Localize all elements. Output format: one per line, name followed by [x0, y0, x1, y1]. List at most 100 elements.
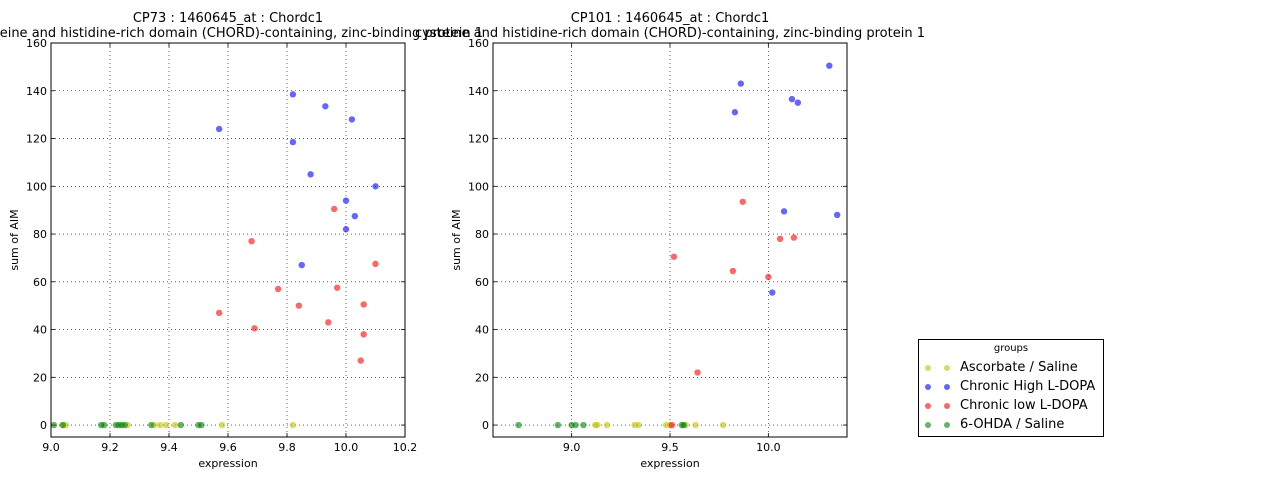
plot1-x-tick-label: 10.0 — [334, 441, 359, 454]
plot1-point-chronic-low-l-dopa — [295, 302, 302, 309]
plot2-point-ascorbate-saline — [719, 421, 727, 429]
plot2-point-chronic-high-l-dopa — [833, 211, 841, 219]
plot2-point-chronic-high-l-dopa — [780, 208, 788, 215]
plot2-point-6-ohda-saline — [572, 421, 579, 429]
plot1-point-chronic-low-l-dopa — [333, 284, 341, 291]
plot2-point-chronic-low-l-dopa — [729, 267, 737, 275]
plot2-point-chronic-high-l-dopa — [737, 80, 744, 87]
plot1-y-tick-label: 80 — [33, 228, 47, 241]
plot1-point-6-ohda-saline — [198, 421, 205, 429]
plot1-x-tick-label: 9.8 — [278, 441, 296, 454]
plot2-y-tick-label: 120 — [468, 133, 489, 146]
plot2-x-axis-label: expression — [640, 457, 699, 470]
plot1-x-tick-label: 9.2 — [101, 441, 119, 454]
plot2-point-6-ohda-saline — [515, 421, 522, 429]
plot1-point-chronic-high-l-dopa — [307, 171, 314, 178]
plot2-point-chronic-low-l-dopa — [668, 421, 676, 429]
plot2-subtitle: cysteine and histidine-rich domain (CHOR… — [415, 26, 925, 41]
plot1-point-6-ohda-saline — [59, 421, 66, 429]
legend-marker — [923, 401, 953, 411]
plot2-point-chronic-high-l-dopa — [788, 95, 796, 103]
plot1-point-chronic-low-l-dopa — [331, 205, 338, 213]
legend-label: 6-OHDA / Saline — [960, 417, 1065, 432]
plot2-point-6-ohda-saline — [680, 421, 687, 429]
legend-item-ascorbate-saline: Ascorbate / Saline — [919, 359, 1103, 377]
plot1-point-6-ohda-saline — [50, 421, 58, 429]
legend: groups Ascorbate / Saline Chronic High L… — [918, 339, 1104, 437]
plot2-y-axis-label: sum of AIM — [450, 209, 463, 270]
plot2-point-ascorbate-saline — [603, 421, 611, 429]
plot2-y-tick-label: 100 — [468, 180, 489, 193]
plot2-point-6-ohda-saline — [580, 421, 587, 429]
plot1-x-tick-label: 9.6 — [219, 441, 237, 454]
plot1-y-axis-label: sum of AIM — [8, 209, 21, 270]
plot1-subtitle: cysteine and histidine-rich domain (CHOR… — [0, 26, 483, 41]
plot2-point-chronic-low-l-dopa — [670, 253, 678, 260]
plot2-y-tick-label: 140 — [468, 85, 489, 98]
plot1-axes-frame — [50, 42, 406, 438]
plot2-point-ascorbate-saline — [594, 421, 601, 429]
plot1-point-chronic-high-l-dopa — [215, 125, 223, 133]
legend-marker — [923, 363, 953, 373]
plot2-point-6-ohda-saline — [554, 421, 562, 429]
plot1-y-tick-label: 40 — [33, 324, 47, 337]
plot1-y-tick-label: 20 — [33, 371, 47, 384]
plot1-x-tick-label: 9.4 — [160, 441, 178, 454]
plot2-y-tick-label: 80 — [475, 228, 489, 241]
plot1-point-chronic-low-l-dopa — [248, 237, 255, 245]
legend-label: Ascorbate / Saline — [960, 360, 1078, 375]
plot1-point-chronic-high-l-dopa — [322, 103, 329, 110]
plot2-point-ascorbate-saline — [635, 421, 642, 429]
plot1-y-tick-label: 0 — [40, 419, 47, 432]
plot1-point-chronic-low-l-dopa — [360, 301, 367, 308]
plot1-point-chronic-high-l-dopa — [351, 212, 359, 220]
plot1-point-chronic-high-l-dopa — [298, 261, 305, 269]
plot2-point-chronic-high-l-dopa — [794, 99, 802, 106]
plot1-point-ascorbate-saline — [289, 421, 297, 429]
plot1-y-tick-label: 120 — [26, 133, 47, 146]
legend-item-6-ohda-saline: 6-OHDA / Saline — [919, 416, 1103, 434]
plot2-y-tick-label: 20 — [475, 371, 489, 384]
plot1-point-chronic-low-l-dopa — [357, 357, 364, 364]
plot1-x-tick-label: 10.2 — [393, 441, 418, 454]
plot2-point-chronic-low-l-dopa — [765, 273, 772, 281]
plot2-y-tick-label: 0 — [482, 419, 489, 432]
plot2-point-chronic-low-l-dopa — [694, 369, 701, 376]
plot1-point-6-ohda-saline — [148, 421, 155, 429]
plot1-point-chronic-high-l-dopa — [372, 183, 379, 190]
plot2-point-chronic-low-l-dopa — [790, 234, 798, 241]
plot2-point-chronic-high-l-dopa — [769, 289, 776, 296]
plot2-x-tick-label: 10.0 — [756, 441, 781, 454]
plot1-point-chronic-low-l-dopa — [372, 260, 379, 268]
plot1-y-tick-label: 160 — [26, 37, 47, 50]
legend-item-chronic-low-l-dopa: Chronic low L-DOPA — [919, 397, 1103, 415]
plot1-x-tick-label: 9.0 — [42, 441, 60, 454]
plot1-title: CP73 : 1460645_at : Chordc1 — [133, 11, 323, 26]
plot2-y-tick-label: 160 — [468, 37, 489, 50]
plot1-point-ascorbate-saline — [171, 421, 179, 429]
legend-marker — [923, 382, 953, 392]
plot1-y-tick-label: 140 — [26, 85, 47, 98]
plot1-point-ascorbate-saline — [218, 421, 226, 429]
plot1-point-chronic-high-l-dopa — [289, 91, 297, 98]
plot1-point-6-ohda-saline — [100, 421, 108, 429]
plot1-x-axis-label: expression — [198, 457, 257, 470]
legend-label: Chronic High L-DOPA — [960, 379, 1096, 394]
plot1-point-ascorbate-saline — [156, 421, 164, 429]
legend-marker — [923, 420, 953, 430]
plot1-point-chronic-high-l-dopa — [342, 197, 350, 204]
plot1-point-chronic-low-l-dopa — [215, 309, 223, 317]
plot2-point-chronic-high-l-dopa — [826, 62, 833, 69]
plot2-axes-frame — [492, 42, 848, 438]
plot2-x-tick-label: 9.0 — [563, 441, 581, 454]
plot1-point-chronic-low-l-dopa — [274, 285, 282, 293]
legend-label: Chronic low L-DOPA — [960, 398, 1088, 413]
plot2-point-chronic-high-l-dopa — [731, 109, 739, 116]
legend-title: groups — [993, 343, 1029, 354]
plot1-y-tick-label: 100 — [26, 180, 47, 193]
plot1-point-6-ohda-saline — [177, 421, 184, 429]
legend-item-chronic-high-l-dopa: Chronic High L-DOPA — [919, 378, 1103, 396]
plot1-point-chronic-low-l-dopa — [251, 325, 258, 332]
plot2-point-chronic-low-l-dopa — [739, 198, 746, 205]
